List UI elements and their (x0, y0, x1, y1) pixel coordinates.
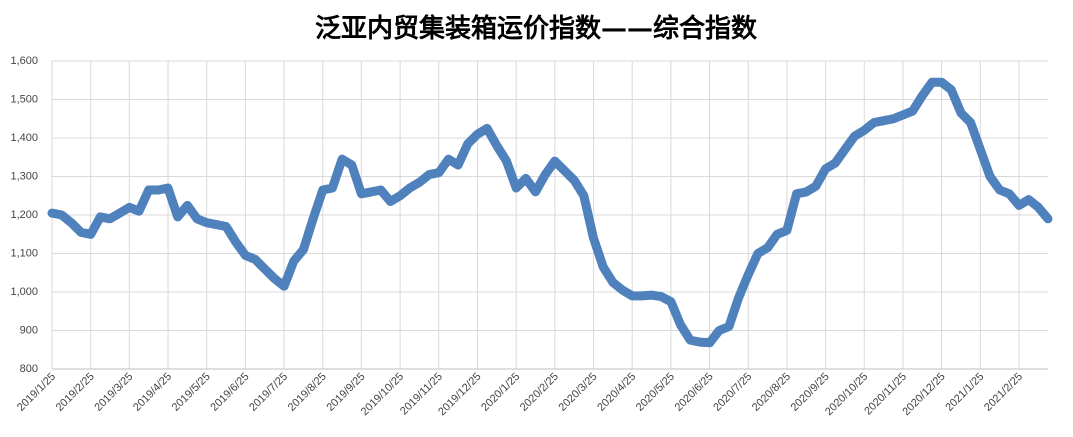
x-tick-label: 2020/5/25 (634, 371, 677, 414)
y-tick-label: 1,300 (10, 170, 38, 182)
x-tick-label: 2020/6/25 (673, 371, 716, 414)
x-tick-label: 2019/6/25 (208, 371, 251, 414)
y-tick-label: 800 (20, 363, 38, 375)
chart-title: 泛亚内贸集装箱运价指数——综合指数 (315, 13, 758, 44)
y-tick-label: 1,400 (10, 132, 38, 144)
y-tick-label: 1,500 (10, 93, 38, 105)
x-tick-label: 2019/1/25 (15, 371, 58, 414)
y-tick-label: 1,100 (10, 247, 38, 259)
x-tick-label: 2019/3/25 (92, 371, 135, 414)
y-tick-label: 1,000 (10, 286, 38, 298)
x-tick-label: 2021/2/25 (982, 371, 1025, 414)
x-tick-label: 2021/1/25 (943, 371, 986, 414)
x-tick-label: 2019/5/25 (170, 371, 213, 414)
x-tick-label: 2019/7/25 (247, 371, 290, 414)
x-tick-label: 2020/3/25 (557, 371, 600, 414)
x-tick-label: 2019/4/25 (131, 371, 174, 414)
x-tick-label: 2020/8/25 (750, 371, 793, 414)
x-tick-label: 2020/7/25 (711, 371, 754, 414)
data-line (47, 77, 1053, 348)
y-tick-label: 1,600 (10, 55, 38, 67)
x-tick-label: 2019/2/25 (54, 371, 97, 414)
y-tick-label: 900 (20, 324, 38, 336)
x-tick-label: 2019/8/25 (286, 371, 329, 414)
x-tick-label: 2020/4/25 (595, 371, 638, 414)
y-tick-label: 1,200 (10, 209, 38, 221)
x-tick-label: 2020/1/25 (479, 371, 522, 414)
x-tick-label: 2020/2/25 (518, 371, 561, 414)
